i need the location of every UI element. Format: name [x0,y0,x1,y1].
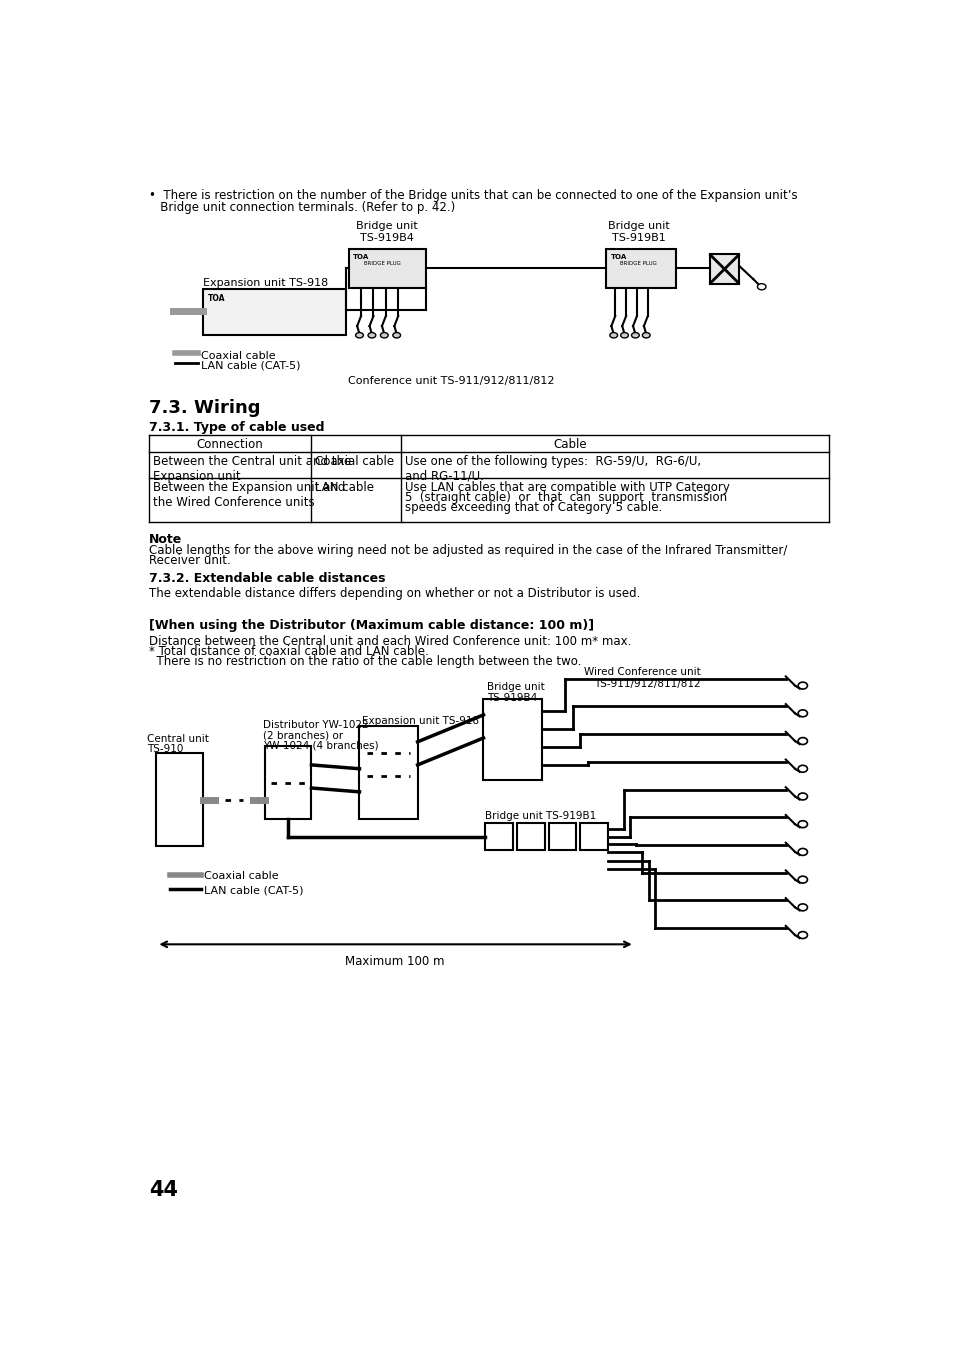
Ellipse shape [798,765,806,772]
Text: TS-910: TS-910 [147,744,183,755]
Text: 7.3.1. Type of cable used: 7.3.1. Type of cable used [149,421,324,433]
Text: LAN cable: LAN cable [315,481,374,494]
Text: LAN cable (CAT-5): LAN cable (CAT-5) [201,360,300,371]
Ellipse shape [355,332,363,338]
Ellipse shape [798,904,806,911]
Text: Maximum 100 m: Maximum 100 m [345,954,444,968]
Ellipse shape [798,737,806,744]
Text: TOA: TOA [353,254,369,261]
Bar [579,822,608,850]
Bar [265,745,311,819]
Ellipse shape [620,332,628,338]
Text: TOA: TOA [208,294,226,304]
Ellipse shape [393,332,400,338]
Text: The extendable distance differs depending on whether or not a Distributor is use: The extendable distance differs dependin… [149,587,639,599]
Text: Expansion unit TS-918: Expansion unit TS-918 [361,717,478,726]
Text: Between the Central unit and the
Expansion unit: Between the Central unit and the Expansi… [152,455,351,482]
Text: Coaxial cable: Coaxial cable [204,871,279,882]
Text: There is no restriction on the ratio of the cable length between the two.: There is no restriction on the ratio of … [149,655,580,668]
Text: Use one of the following types:  RG-59/U,  RG-6/U,
and RG-11/U.: Use one of the following types: RG-59/U,… [405,455,700,482]
Text: Distributor YW-1022: Distributor YW-1022 [263,721,369,730]
Text: [When using the Distributor (Maximum cable distance: 100 m)]: [When using the Distributor (Maximum cab… [149,620,593,632]
Ellipse shape [757,284,765,290]
Text: BRIDGE PLUG: BRIDGE PLUG [619,261,656,266]
Bar [348,248,426,288]
Text: Use LAN cables that are compatible with UTP Category: Use LAN cables that are compatible with … [405,481,729,494]
Text: Coaxial cable: Coaxial cable [315,455,394,467]
Text: speeds exceeding that of Category 5 cable.: speeds exceeding that of Category 5 cabl… [405,501,661,514]
Text: Bridge unit connection terminals. (Refer to p. 42.): Bridge unit connection terminals. (Refer… [149,201,455,213]
Ellipse shape [798,710,806,717]
Ellipse shape [631,332,639,338]
Text: Cable lengths for the above wiring need not be adjusted as required in the case : Cable lengths for the above wiring need … [149,544,786,558]
Bar [484,822,513,850]
Text: YW-1024 (4 branches): YW-1024 (4 branches) [263,740,378,751]
Text: Connection: Connection [196,439,263,451]
Text: BRIDGE PLUG: BRIDGE PLUG [364,261,400,266]
Ellipse shape [641,332,649,338]
Text: Coaxial cable: Coaxial cable [201,351,275,360]
Bar [548,822,576,850]
Bar [203,289,346,335]
Text: TOA: TOA [610,254,626,261]
Bar [483,699,541,780]
Ellipse shape [798,682,806,688]
Ellipse shape [798,792,806,801]
Text: Bridge unit
TS-919B4: Bridge unit TS-919B4 [355,221,417,243]
Ellipse shape [798,876,806,883]
Text: Note: Note [149,533,182,547]
Text: 7.3. Wiring: 7.3. Wiring [149,400,260,417]
Text: LAN cable (CAT-5): LAN cable (CAT-5) [204,886,304,895]
Bar [156,753,203,845]
Text: Between the Expansion unit and
the Wired Conference units: Between the Expansion unit and the Wired… [152,481,345,509]
Ellipse shape [798,821,806,828]
Ellipse shape [368,332,375,338]
Text: Bridge unit TS-919B1: Bridge unit TS-919B1 [484,811,596,821]
Text: Cable: Cable [553,439,586,451]
Bar [517,822,544,850]
Text: Conference unit TS-911/912/811/812: Conference unit TS-911/912/811/812 [348,377,554,386]
Text: 44: 44 [149,1180,177,1200]
Ellipse shape [609,332,617,338]
Bar [709,254,739,284]
Ellipse shape [798,931,806,938]
Text: Receiver unit.: Receiver unit. [149,554,231,567]
Text: Wired Conference unit
TS-911/912/811/812: Wired Conference unit TS-911/912/811/812 [583,667,700,688]
Bar [605,248,675,288]
Text: Expansion unit TS-918: Expansion unit TS-918 [203,278,328,288]
Text: 7.3.2. Extendable cable distances: 7.3.2. Extendable cable distances [149,571,385,585]
Ellipse shape [798,848,806,856]
Ellipse shape [380,332,388,338]
Text: * Total distance of coaxial cable and LAN cable.: * Total distance of coaxial cable and LA… [149,645,428,657]
Text: (2 branches) or: (2 branches) or [263,730,343,740]
Text: 5  (straight cable)  or  that  can  support  transmission: 5 (straight cable) or that can support t… [405,491,726,504]
Text: Bridge unit
TS-919B4: Bridge unit TS-919B4 [487,682,544,703]
Text: Central unit: Central unit [147,734,209,744]
Text: Bridge unit
TS-919B1: Bridge unit TS-919B1 [607,221,669,243]
Text: Distance between the Central unit and each Wired Conference unit: 100 m* max.: Distance between the Central unit and ea… [149,634,631,648]
Text: •  There is restriction on the number of the Bridge units that can be connected : • There is restriction on the number of … [149,189,797,202]
Bar [359,726,417,819]
